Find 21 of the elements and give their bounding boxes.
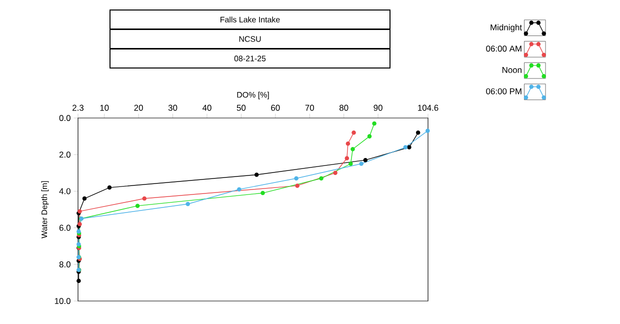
legend-label: Noon <box>502 67 522 73</box>
legend-label: Midnight <box>490 24 522 32</box>
y-tick-label: 4.0 <box>59 188 70 194</box>
x-tick-label: 10 <box>100 104 109 111</box>
x-tick-label: 104.6 <box>418 104 438 111</box>
x-tick-label: 30 <box>168 104 178 111</box>
y-tick-label: 6.0 <box>59 224 70 231</box>
x-tick-label: 2.3 <box>72 104 84 111</box>
x-tick-label: 60 <box>271 104 280 111</box>
x-tick-label: 90 <box>374 104 382 111</box>
y-tick-label: 0.0 <box>59 115 70 121</box>
x-tick-label: 50 <box>236 104 246 111</box>
y-tick-label: 10.0 <box>54 298 70 304</box>
x-tick-label: 70 <box>305 104 314 111</box>
legend-label: 06:00 PM <box>486 88 522 94</box>
x-tick-label: 80 <box>340 104 348 111</box>
x-tick-label: 40 <box>202 104 212 111</box>
legend-label: 06:00 AM <box>486 46 522 52</box>
x-tick-label: 20 <box>134 104 143 111</box>
y-tick-label: 2.0 <box>59 152 70 158</box>
y-tick-label: 8.0 <box>59 261 70 268</box>
